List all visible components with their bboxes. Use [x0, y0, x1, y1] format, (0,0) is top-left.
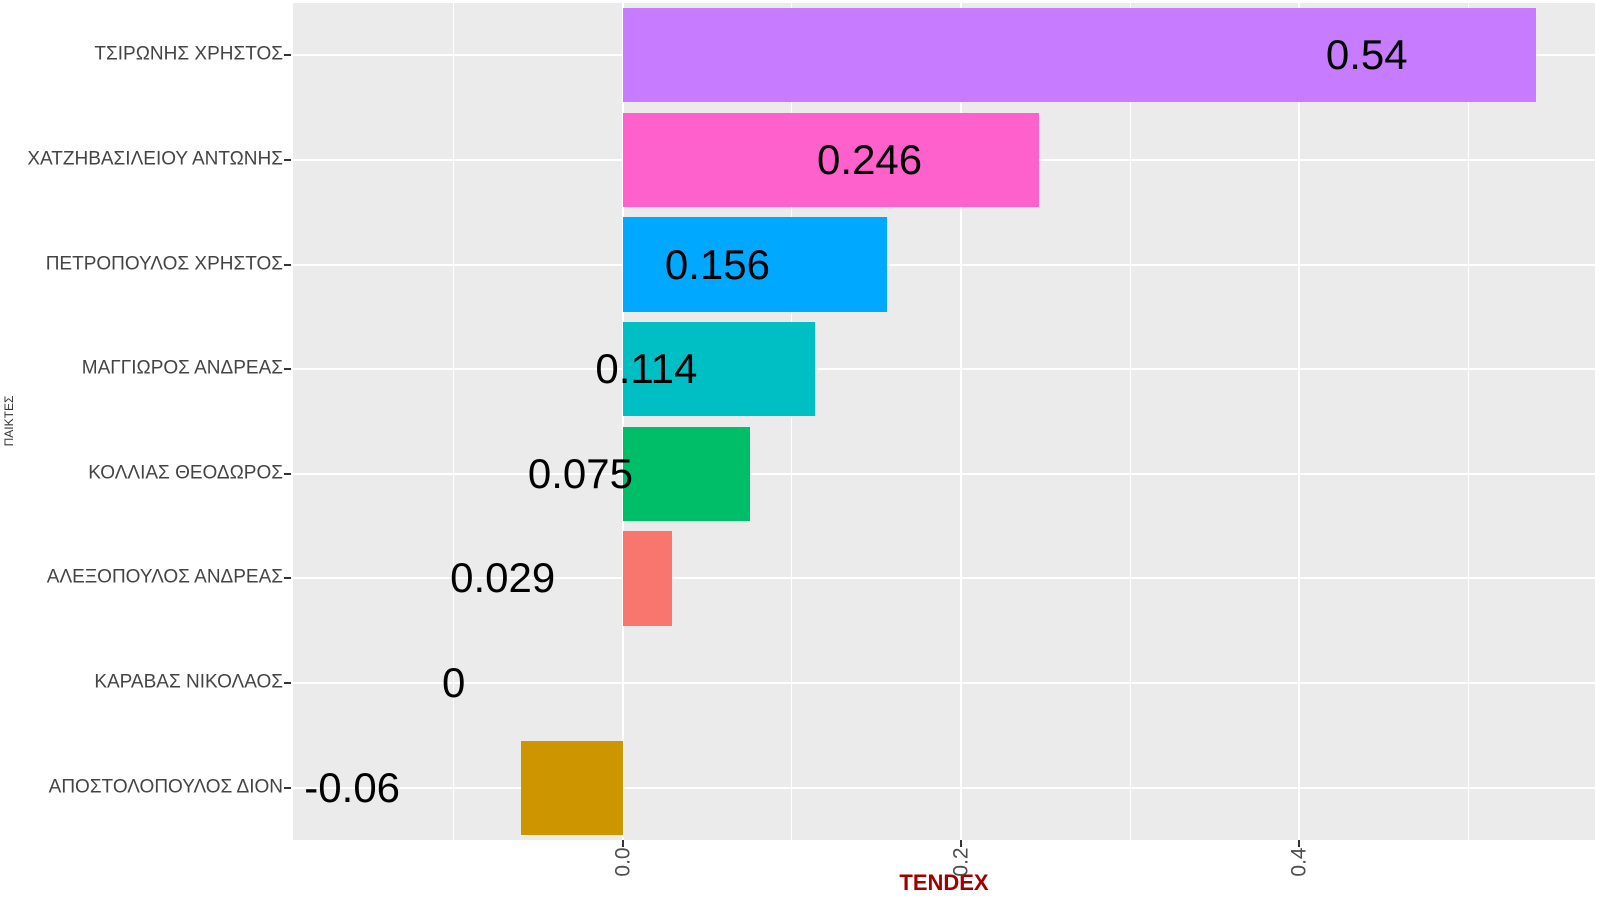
x-axis-tick-mark: [1298, 840, 1301, 847]
y-axis-label: ΤΣΙΡΩΝΗΣ ΧΡΗΣΤΟΣ: [94, 43, 283, 65]
gridline-minor-vertical: [1467, 3, 1469, 840]
gridline-major-horizontal: [293, 472, 1595, 475]
y-axis: ΤΣΙΡΩΝΗΣ ΧΡΗΣΤΟΣ ΧΑΤΖΗΒΑΣΙΛΕΙΟΥ ΑΝΤΩΝΗΣ ΠΕ…: [0, 3, 283, 840]
bar: [521, 740, 623, 835]
bar-value-label: -0.06: [304, 763, 401, 811]
x-axis-title: TENDEX: [899, 870, 989, 895]
bar-value-label: 0.246: [817, 135, 923, 183]
y-axis-tick-mark: [284, 368, 291, 371]
x-axis-tick-label: 0.2: [949, 847, 973, 877]
bar-value-label: 0.029: [450, 554, 556, 602]
bar: [622, 531, 672, 626]
y-axis-tick-mark: [284, 54, 291, 57]
gridline-major-vertical: [621, 3, 624, 840]
gridline-major-horizontal: [293, 263, 1595, 266]
y-axis-tick-mark: [284, 158, 291, 161]
bar: [622, 112, 1039, 207]
x-axis-tick-label: 0.0: [611, 847, 635, 877]
gridline-major-vertical: [959, 3, 962, 840]
bar-value-label: 0.075: [527, 449, 634, 497]
x-axis-tick-label: 0.4: [1287, 847, 1311, 877]
y-axis-tick-mark: [284, 472, 291, 475]
x-axis-tick-mark: [621, 840, 624, 847]
y-axis-tick-mark: [284, 263, 291, 266]
y-axis-label: ΚΟΛΛΙΑΣ ΘΕΟΔΩΡΟΣ: [88, 462, 283, 484]
x-axis-tick-mark: [959, 840, 962, 847]
gridline-minor-vertical: [1129, 3, 1131, 840]
gridline-major-horizontal: [293, 368, 1595, 371]
bar-value-label: 0.156: [664, 240, 770, 288]
gridline-minor-vertical: [791, 3, 793, 840]
gridline-major-vertical: [1298, 3, 1301, 840]
y-axis-label: ΧΑΤΖΗΒΑΣΙΛΕΙΟΥ ΑΝΤΩΝΗΣ: [27, 148, 283, 170]
bar: [622, 8, 1536, 103]
bar: [622, 322, 816, 417]
y-axis-tick-mark: [284, 682, 291, 685]
gridline-minor-vertical: [453, 3, 455, 840]
gridline-major-horizontal: [293, 682, 1595, 685]
gridline-major-horizontal: [293, 577, 1595, 580]
y-axis-label: ΚΑΡΑΒΑΣ ΝΙΚΟΛΑΟΣ: [94, 671, 283, 693]
y-axis-label: ΑΛΕΞΟΠΟΥΛΟΣ ΑΝΔΡΕΑΣ: [46, 566, 283, 588]
bar: [622, 426, 750, 521]
y-axis-label: ΑΠΟΣΤΟΛΟΠΟΥΛΟΣ ΔΙΟΝ: [48, 776, 283, 798]
plot-panel: 0.54 0.246 0.156 0.114 0.075 0.029 0 -0.06: [293, 3, 1595, 840]
gridline-major-horizontal: [293, 786, 1595, 789]
y-axis-tick-mark: [284, 577, 291, 580]
y-axis-tick-mark: [284, 786, 291, 789]
bar-value-label: 0.54: [1325, 31, 1408, 79]
bar-value-label: 0.114: [595, 345, 698, 393]
bar-value-label: 0: [441, 659, 466, 707]
y-axis-label: ΠΕΤΡΟΠΟΥΛΟΣ ΧΡΗΣΤΟΣ: [45, 253, 283, 275]
y-axis-label: ΜΑΓΓΙΩΡΟΣ ΑΝΔΡΕΑΣ: [81, 357, 283, 379]
bar: [622, 217, 887, 312]
